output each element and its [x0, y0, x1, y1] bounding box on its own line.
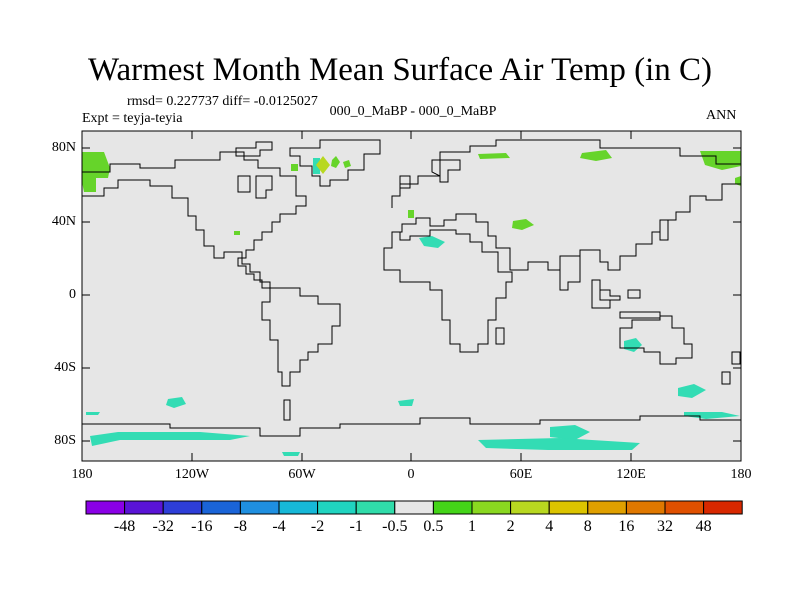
lat-tick-80n: 80N: [51, 140, 76, 155]
axis-ticks: [82, 131, 741, 461]
anomaly-patch-far-pacific: [86, 412, 100, 415]
coast-baffin: [255, 175, 273, 199]
coast-north-america: [82, 151, 307, 289]
colorbar-label: 48: [695, 518, 712, 535]
colorbar-label: 8: [583, 518, 592, 535]
anomaly-patch-south-atlantic: [398, 399, 414, 406]
colorbar-label: 16: [618, 518, 635, 535]
colorbar-swatch: [510, 500, 550, 515]
colorbar-label: 2: [506, 518, 515, 535]
colorbar-label: 4: [545, 518, 554, 535]
anomaly-patch-tasman: [678, 384, 706, 398]
experiment-label: Expt = teyja-teyia: [82, 111, 183, 126]
coast-madagascar: [495, 327, 505, 345]
anomaly-patch-greenland-green: [331, 156, 340, 168]
season-label: ANN: [706, 108, 737, 123]
anomaly-patch-greenland-blue: [313, 158, 320, 174]
anomaly-patch-east-antarctic: [550, 425, 590, 440]
subtitle-period: 000_0_MaBP - 000_0_MaBP: [329, 104, 497, 119]
colorbar-swatch: [471, 500, 512, 515]
coast-south-america: [261, 287, 341, 387]
lat-tick-40n: 40N: [51, 214, 76, 229]
coast-scandinavia: [431, 159, 461, 183]
colorbar-swatch: [432, 500, 473, 515]
coast-antarctica: [82, 415, 741, 437]
map-title: Warmest Month Mean Surface Air Temp (in …: [87, 52, 713, 88]
colorbar-label: -0.5: [382, 518, 408, 535]
colorbar-swatch: [85, 500, 126, 515]
anomaly-patches: [82, 150, 741, 456]
anomaly-patch-arctic-north: [478, 153, 510, 159]
anomaly-patch-atlantic-dot: [234, 231, 240, 235]
coast-uk: [399, 175, 411, 189]
colorbar-label: 0.5: [423, 518, 444, 535]
coast-canadian-islands: [235, 141, 273, 157]
colorbar-swatch: [201, 500, 241, 515]
coast-eurasia-africa: [383, 139, 742, 353]
anomaly-patch-south-pacific: [166, 397, 186, 408]
map-field-background: [82, 131, 741, 461]
coast-hudson: [237, 175, 251, 193]
lat-tick-0: 0: [69, 287, 76, 302]
lon-tick-0: 0: [407, 467, 415, 482]
anomaly-patch-iceland: [343, 160, 351, 168]
coast-greenland: [289, 139, 381, 187]
colorbar-swatch: [587, 500, 627, 515]
colorbar-swatch: [278, 500, 319, 515]
colorbar-swatch: [664, 500, 705, 515]
lon-tick-60e: 60E: [509, 467, 533, 482]
coast-india: [559, 255, 581, 291]
colorbar-swatch: [355, 500, 396, 515]
colorbar-swatch: [317, 500, 357, 515]
colorbar-label: -8: [233, 518, 248, 535]
colorbar-label: -16: [191, 518, 213, 535]
anomaly-patch-europe: [408, 210, 414, 218]
colorbar-label: -2: [310, 518, 325, 535]
lat-tick-40s: 40S: [54, 360, 76, 375]
lat-tick-80s: 80S: [54, 433, 76, 448]
anomaly-patch-caspian: [512, 219, 534, 230]
lon-tick-180w: 180: [71, 467, 93, 482]
coast-japan: [659, 219, 669, 241]
anomaly-patch-antarctic-coast: [478, 438, 640, 450]
colorbar-swatch: [625, 500, 666, 515]
coast-new-zealand: [721, 351, 741, 385]
lon-tick-60w: 60W: [288, 467, 316, 482]
coastlines: [82, 139, 742, 437]
colorbar-swatch: [162, 500, 203, 515]
colorbar-label: -4: [272, 518, 286, 535]
colorbar-swatch: [703, 500, 743, 515]
lon-tick-180e: 180: [730, 467, 752, 482]
colorbar-label: -48: [113, 518, 136, 535]
colorbar-label: -1: [349, 518, 363, 535]
anomaly-patch-greenland-yellow: [316, 156, 330, 174]
colorbar-label: 32: [657, 518, 673, 535]
colorbar-swatch: [124, 500, 164, 515]
anomaly-patch-ross-sea: [684, 412, 740, 419]
colorbar-label: -32: [152, 518, 174, 535]
colorbar-label: 1: [468, 518, 476, 535]
colorbar: [85, 500, 743, 515]
lon-tick-120e: 120E: [616, 467, 646, 482]
colorbar-swatch: [394, 500, 434, 515]
coast-australia: [619, 315, 693, 365]
coast-antarctic-peninsula: [283, 399, 291, 421]
anomaly-patch-baffin: [291, 164, 298, 171]
rmsd-diff-stats: rmsd= 0.227737 diff= -0.0125027: [127, 94, 318, 109]
anomaly-patch-west-antarctic: [90, 432, 250, 446]
anomaly-patch-weddell: [282, 452, 300, 456]
lon-tick-120w: 120W: [174, 467, 210, 482]
anomaly-patch-sahara: [419, 236, 445, 248]
anomaly-patch-taymyr: [580, 150, 612, 161]
colorbar-swatch: [548, 500, 589, 515]
colorbar-swatch: [239, 500, 280, 515]
